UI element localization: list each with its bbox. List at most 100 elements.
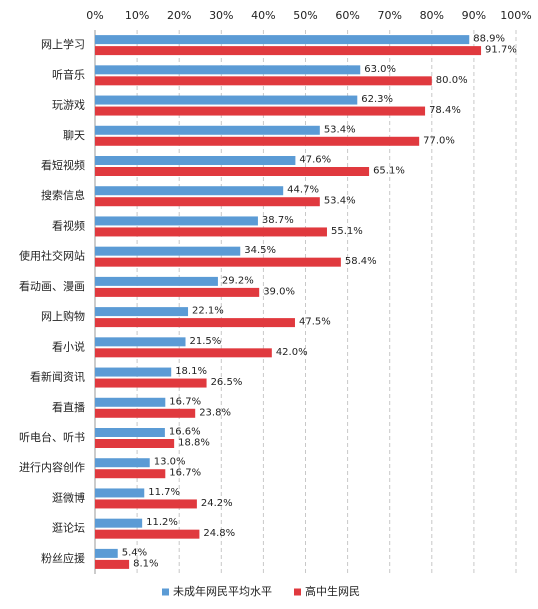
bar xyxy=(95,439,175,448)
value-label: 24.8% xyxy=(203,528,235,539)
value-label: 78.4% xyxy=(429,105,461,116)
value-label: 29.2% xyxy=(222,275,254,286)
y-tick-label: 听电台、听书 xyxy=(19,430,85,444)
value-label: 53.4% xyxy=(324,124,356,135)
bar xyxy=(95,529,200,539)
bar xyxy=(95,167,370,176)
value-label: 11.7% xyxy=(148,487,180,498)
value-label: 24.2% xyxy=(201,498,233,509)
y-tick-label: 网上购物 xyxy=(41,309,85,323)
legend-label: 未成年网民平均水平 xyxy=(173,584,272,598)
y-tick-label: 看直播 xyxy=(52,400,85,414)
value-label: 55.1% xyxy=(331,226,363,237)
bar xyxy=(95,46,482,56)
bar xyxy=(95,197,320,207)
x-tick-label: 0% xyxy=(86,9,103,22)
bar xyxy=(95,216,258,226)
x-tick-label: 70% xyxy=(377,9,401,22)
y-tick-label: 逛论坛 xyxy=(52,521,85,535)
bar xyxy=(95,276,218,286)
y-tick-label: 网上学习 xyxy=(41,37,85,51)
bar xyxy=(95,397,166,407)
value-label: 11.2% xyxy=(146,517,178,528)
value-label: 58.4% xyxy=(345,256,377,267)
bar xyxy=(95,337,186,347)
x-tick-label: 60% xyxy=(335,9,359,22)
value-label: 47.5% xyxy=(299,317,331,328)
value-label: 18.8% xyxy=(178,438,210,449)
value-label: 65.1% xyxy=(373,166,405,177)
bar xyxy=(95,559,130,569)
value-label: 18.1% xyxy=(175,366,207,377)
value-label: 26.5% xyxy=(211,377,243,388)
value-label: 77.0% xyxy=(423,135,455,146)
bar xyxy=(95,106,426,116)
bar xyxy=(95,348,272,358)
value-label: 47.6% xyxy=(299,155,331,166)
y-tick-label: 看短视频 xyxy=(41,158,85,172)
y-tick-label: 进行内容创作 xyxy=(19,460,85,474)
bar xyxy=(95,469,166,479)
value-label: 53.4% xyxy=(324,196,356,207)
y-tick-label: 粉丝应援 xyxy=(41,551,85,565)
value-label: 16.7% xyxy=(169,468,201,479)
value-label: 62.3% xyxy=(361,94,393,105)
bar xyxy=(95,428,165,437)
y-tick-label: 看动画、漫画 xyxy=(19,279,85,293)
x-tick-label: 30% xyxy=(209,9,233,22)
bar xyxy=(95,367,172,377)
bar xyxy=(95,136,420,146)
y-tick-label: 听音乐 xyxy=(52,67,85,81)
value-label: 5.4% xyxy=(122,547,147,558)
x-tick-label: 40% xyxy=(251,9,275,22)
value-label: 16.7% xyxy=(169,396,201,407)
bar xyxy=(95,548,118,558)
bar xyxy=(95,378,207,388)
y-tick-label: 玩游戏 xyxy=(52,99,85,112)
x-tick-label: 10% xyxy=(125,9,149,22)
value-label: 8.1% xyxy=(133,558,158,569)
value-label: 38.7% xyxy=(262,215,294,226)
value-label: 42.0% xyxy=(276,347,308,358)
legend-swatch xyxy=(294,588,301,596)
value-label: 80.0% xyxy=(436,75,468,86)
y-tick-label: 逛微博 xyxy=(52,490,85,504)
x-tick-label: 20% xyxy=(167,9,191,22)
y-tick-label: 聊天 xyxy=(63,128,85,142)
bar xyxy=(95,227,327,237)
value-label: 39.0% xyxy=(263,286,295,297)
bar xyxy=(95,186,284,196)
bar xyxy=(95,35,470,45)
bar xyxy=(95,65,361,75)
value-label: 21.5% xyxy=(190,336,222,347)
value-label: 16.6% xyxy=(169,427,201,438)
y-tick-label: 搜索信息 xyxy=(41,188,85,202)
bar xyxy=(95,307,189,317)
x-tick-label: 80% xyxy=(420,9,444,22)
value-label: 34.5% xyxy=(244,245,276,256)
value-label: 91.7% xyxy=(485,45,517,56)
value-label: 13.0% xyxy=(154,457,186,468)
bar xyxy=(95,287,260,297)
legend-swatch xyxy=(162,588,169,596)
value-label: 88.9% xyxy=(473,34,505,45)
bar xyxy=(95,246,241,256)
bar xyxy=(95,499,197,509)
bar xyxy=(95,125,320,135)
value-label: 22.1% xyxy=(192,306,224,317)
bar xyxy=(95,95,358,105)
bar xyxy=(95,488,145,498)
bar xyxy=(95,458,150,468)
y-tick-label: 看小说 xyxy=(52,339,85,353)
bar xyxy=(95,76,432,86)
y-tick-label: 使用社交网站 xyxy=(19,249,85,263)
legend-label: 高中生网民 xyxy=(305,584,360,598)
bar xyxy=(95,257,341,267)
bar xyxy=(95,408,196,418)
bar xyxy=(95,156,296,165)
y-tick-label: 看视频 xyxy=(52,218,85,232)
value-label: 63.0% xyxy=(364,64,396,75)
bar xyxy=(95,318,295,328)
bar xyxy=(95,518,143,528)
x-tick-label: 100% xyxy=(500,9,531,22)
